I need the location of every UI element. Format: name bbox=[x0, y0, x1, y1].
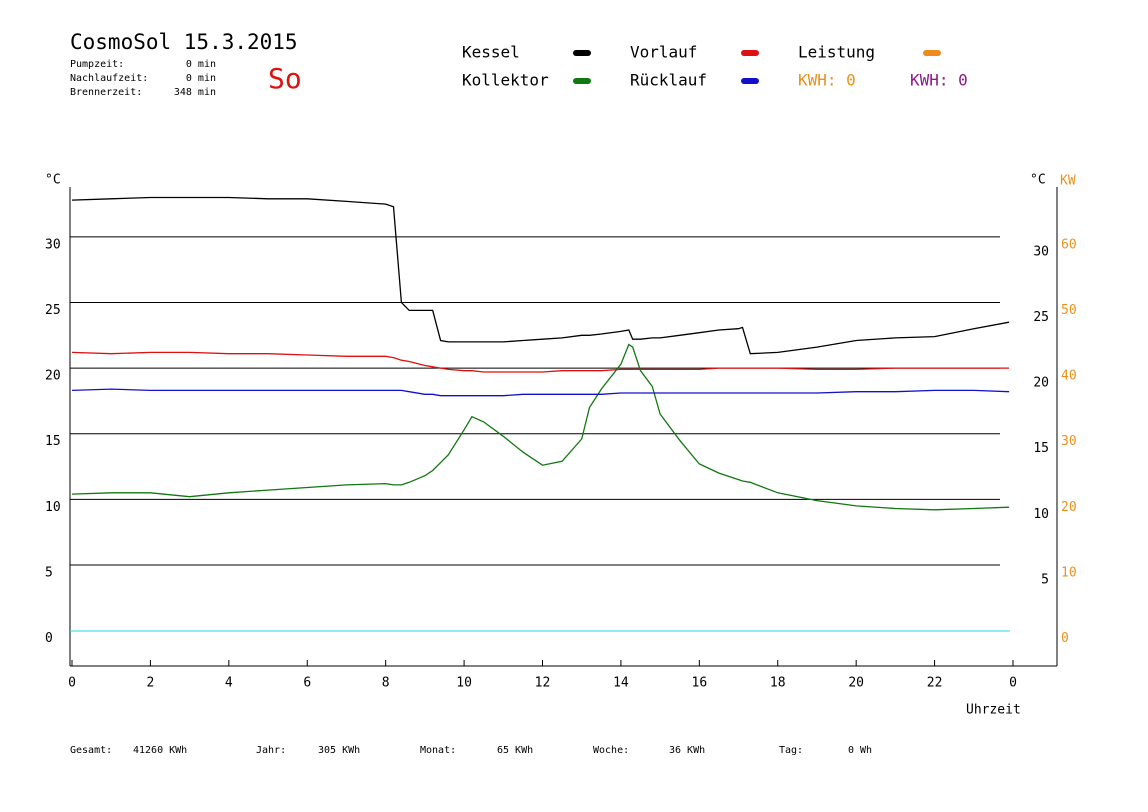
y-label: °C bbox=[45, 173, 61, 188]
footer-label: Tag: bbox=[779, 745, 803, 756]
y2-tick-label: 30 bbox=[1061, 434, 1077, 449]
stat-label: Nachlaufzeit: bbox=[70, 73, 148, 84]
y-right-tick-label: 10 bbox=[1033, 507, 1049, 522]
y2-tick-label: 20 bbox=[1061, 500, 1077, 515]
legend-label: Kollektor bbox=[462, 71, 549, 90]
footer-label: Woche: bbox=[593, 745, 629, 756]
x-tick-label: 20 bbox=[848, 676, 864, 691]
x-label: Uhrzeit bbox=[966, 703, 1021, 718]
x-tick-label: 16 bbox=[692, 676, 708, 691]
kwh: KWH: 0 bbox=[910, 71, 968, 90]
series-line bbox=[71, 388, 1010, 397]
footer-label: Jahr: bbox=[256, 745, 286, 756]
x-tick-label: 0 bbox=[68, 676, 76, 691]
day: So bbox=[268, 62, 302, 95]
y2-tick-label: 40 bbox=[1061, 369, 1077, 384]
y-right-tick-label: 20 bbox=[1033, 376, 1049, 391]
y-tick-label: 10 bbox=[45, 500, 61, 515]
y-tick-label: 0 bbox=[45, 631, 53, 646]
stat-value: 0 min bbox=[186, 73, 216, 84]
footer-label: Monat: bbox=[420, 745, 456, 756]
chart-title: CosmoSol 15.3.2015 bbox=[70, 30, 298, 54]
y2-label: KW bbox=[1060, 174, 1076, 189]
legend-label: Kessel bbox=[462, 43, 520, 62]
x-tick-label: 12 bbox=[535, 676, 551, 691]
y-tick-label: 30 bbox=[45, 237, 61, 252]
y-tick-label: 15 bbox=[45, 434, 61, 449]
x-tick-label: 2 bbox=[147, 676, 155, 691]
series-line bbox=[71, 196, 1010, 355]
footer-value: 41260 KWh bbox=[133, 745, 187, 756]
x-tick-label: 0 bbox=[1009, 676, 1017, 691]
stat-label: Pumpzeit: bbox=[70, 59, 124, 70]
legend-label: Vorlauf bbox=[630, 43, 697, 62]
kwh: KWH: 0 bbox=[798, 71, 856, 90]
y-tick-label: 20 bbox=[45, 369, 61, 384]
y2-tick-label: 0 bbox=[1061, 631, 1069, 646]
footer-value: 36 KWh bbox=[669, 745, 705, 756]
y-right-label: °C bbox=[1030, 173, 1046, 188]
y-right-tick-label: 30 bbox=[1033, 244, 1049, 259]
y2-tick-label: 50 bbox=[1061, 303, 1077, 318]
footer-value: 305 KWh bbox=[318, 745, 360, 756]
x-tick-label: 8 bbox=[382, 676, 390, 691]
y-right-tick-label: 25 bbox=[1033, 310, 1049, 325]
y-tick-label: 25 bbox=[45, 303, 61, 318]
footer-value: 65 KWh bbox=[497, 745, 533, 756]
stat-value: 348 min bbox=[174, 87, 216, 98]
x-tick-label: 18 bbox=[770, 676, 786, 691]
series-line bbox=[71, 351, 1010, 373]
footer-value: 0 Wh bbox=[848, 745, 872, 756]
y-right-tick-label: 5 bbox=[1041, 572, 1049, 587]
stat-label: Brennerzeit: bbox=[70, 87, 142, 98]
x-tick-label: 4 bbox=[225, 676, 233, 691]
legend-label: Rücklauf bbox=[630, 71, 707, 90]
x-tick-label: 6 bbox=[303, 676, 311, 691]
x-tick-label: 22 bbox=[927, 676, 943, 691]
y2-tick-label: 60 bbox=[1061, 237, 1077, 252]
x-tick-label: 14 bbox=[613, 676, 629, 691]
y2-tick-label: 10 bbox=[1061, 565, 1077, 580]
y-tick-label: 5 bbox=[45, 565, 53, 580]
series-line bbox=[71, 343, 1010, 511]
y-right-tick-label: 15 bbox=[1033, 441, 1049, 456]
legend-label: Leistung bbox=[798, 43, 875, 62]
x-tick-label: 10 bbox=[456, 676, 472, 691]
footer-label: Gesamt: bbox=[70, 745, 112, 756]
stat-value: 0 min bbox=[186, 59, 216, 70]
